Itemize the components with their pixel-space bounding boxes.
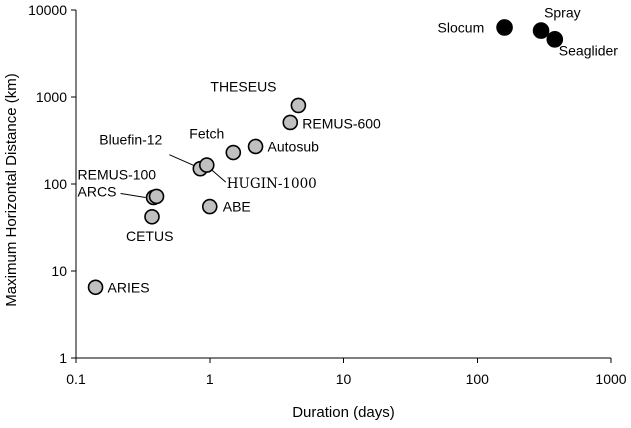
data-point-spray [532,22,550,39]
point-label: REMUS-600 [302,115,381,131]
y-tick-label: 1000 [36,89,67,105]
label-leader-line [120,192,146,198]
data-point-remus-600 [282,114,299,131]
x-tick-label: 1000 [595,371,626,387]
label-leader-line [169,154,195,167]
point-label: Bluefin-12 [99,132,162,148]
point-label: ABE [223,199,251,215]
y-tick-label: 1 [59,350,67,366]
x-tick-label: 100 [466,371,490,387]
point-label: Slocum [438,19,485,35]
x-tick-label: 0.1 [66,371,86,387]
y-axis-title: Maximum Horizontal Distance (km) [3,73,20,306]
point-label: Fetch [189,126,224,142]
tick-group: 0.1 1 10 100 1000 1 10 100 1000 10000 [28,2,627,387]
axes [75,10,611,359]
data-point-theseus [290,97,307,114]
data-point-seaglider [546,31,564,48]
point-label: Seaglider [559,42,618,58]
point-label: REMUS-100 [78,166,157,182]
data-point-slocum [496,19,513,36]
data-point-remus-100 [148,188,165,205]
label-leader-line [210,168,227,183]
leader-lines [120,154,227,198]
point-label: ARIES [108,279,150,295]
point-label: THESEUS [210,78,276,94]
y-tick-label: 10000 [28,2,67,18]
data-point-aries [87,279,104,296]
data-point-fetch [225,144,242,161]
data-point-autosub [247,138,264,155]
data-point-abe [201,198,218,215]
data-point-cetus [144,208,160,225]
x-tick-label: 1 [206,371,214,387]
point-label: Autosub [268,138,320,154]
y-tick-label: 10 [51,263,67,279]
point-label: CETUS [126,228,173,244]
x-tick-label: 10 [336,371,352,387]
point-label: HUGIN-1000 [227,176,317,192]
point-label: ARCS [78,183,117,199]
point-label: Spray [544,5,581,21]
x-axis-title: Duration (days) [292,404,395,421]
data-point-hugin-1000 [198,157,215,173]
data-points [87,19,564,296]
y-tick-label: 100 [44,176,68,192]
